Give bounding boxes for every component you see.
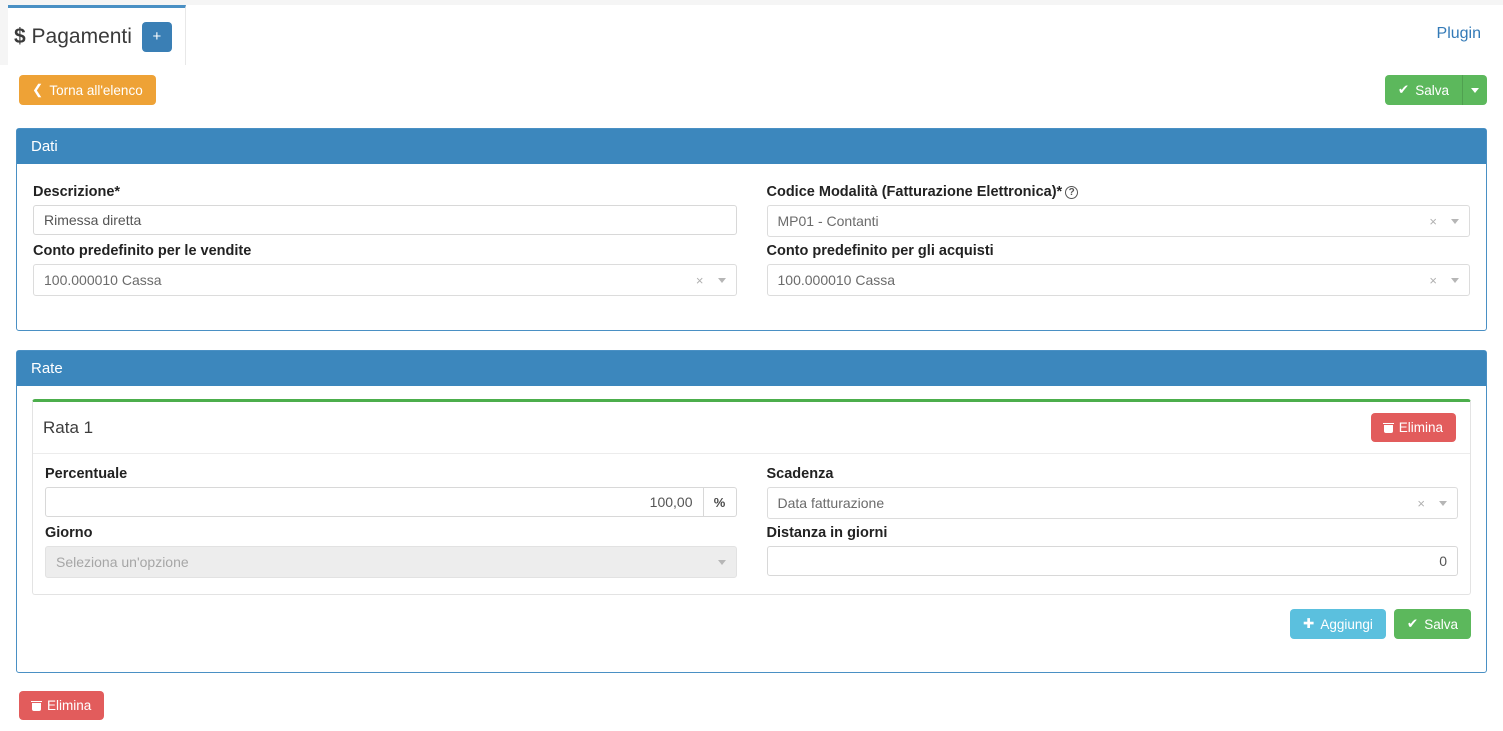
rata-panel: Rata 1 Elimina Percentuale % bbox=[32, 399, 1471, 595]
check-icon: ✔ bbox=[1406, 616, 1419, 631]
save-rate-label: Salva bbox=[1424, 616, 1458, 632]
panel-dati-body: Descrizione* Codice Modalità (Fatturazio… bbox=[17, 164, 1486, 314]
distanza-label: Distanza in giorni bbox=[766, 525, 888, 541]
chevron-left-icon: ❮ bbox=[32, 82, 44, 97]
tab-pagamenti[interactable]: $ Pagamenti + bbox=[8, 5, 186, 65]
conto-vendite-select[interactable]: 100.000010 Cassa × bbox=[33, 264, 737, 296]
conto-acquisti-value: 100.000010 Cassa bbox=[777, 272, 896, 288]
plus-icon: + bbox=[152, 28, 162, 45]
codice-modalita-select[interactable]: MP01 - Contanti × bbox=[766, 205, 1470, 237]
toolbar bbox=[0, 65, 1503, 120]
rata-row-2: Giorno Seleziona un'opzione Distanza in … bbox=[45, 519, 1458, 578]
caret-down-icon[interactable] bbox=[1451, 277, 1459, 283]
plugin-link[interactable]: Plugin bbox=[1436, 25, 1481, 42]
panel-rate-body: Rata 1 Elimina Percentuale % bbox=[17, 399, 1486, 639]
caret-down-icon[interactable] bbox=[1451, 218, 1459, 224]
caret-down-icon bbox=[1471, 87, 1479, 93]
panel-rate-title: Rate bbox=[31, 360, 63, 377]
field-conto-vendite: Conto predefinito per le vendite 100.000… bbox=[33, 237, 752, 296]
percentuale-input[interactable] bbox=[45, 487, 704, 517]
panel-dati: Dati Descrizione* Codice Modalità (Fattu… bbox=[16, 128, 1487, 331]
conto-vendite-label: Conto predefinito per le vendite bbox=[33, 243, 252, 259]
form-row-2: Conto predefinito per le vendite 100.000… bbox=[33, 237, 1470, 296]
rata-delete-button[interactable]: Elimina bbox=[1370, 413, 1456, 442]
clear-icon[interactable]: × bbox=[695, 272, 704, 288]
panel-dati-title: Dati bbox=[31, 138, 58, 155]
field-codice-modalita: Codice Modalità (Fatturazione Elettronic… bbox=[752, 178, 1471, 237]
giorno-select[interactable]: Seleziona un'opzione bbox=[45, 546, 737, 578]
conto-acquisti-select[interactable]: 100.000010 Cassa × bbox=[766, 264, 1470, 296]
trash-icon bbox=[1382, 422, 1394, 433]
save-rate-button[interactable]: ✔ Salva bbox=[1393, 609, 1471, 639]
tab-strip: $ Pagamenti + Plugin bbox=[0, 0, 1503, 65]
rata-header: Rata 1 Elimina bbox=[33, 402, 1470, 454]
field-percentuale: Percentuale % bbox=[45, 460, 752, 519]
tab-label: $ Pagamenti bbox=[14, 25, 132, 49]
save-button[interactable]: ✔ Salva bbox=[1384, 75, 1463, 105]
field-distanza: Distanza in giorni bbox=[752, 519, 1458, 578]
descrizione-label: Descrizione* bbox=[33, 184, 121, 200]
field-scadenza: Scadenza Data fatturazione × bbox=[752, 460, 1458, 519]
codice-modalita-value: MP01 - Contanti bbox=[777, 213, 879, 229]
add-tab-button[interactable]: + bbox=[141, 21, 172, 52]
form-row-1: Descrizione* Codice Modalità (Fatturazio… bbox=[33, 178, 1470, 237]
add-rata-label: Aggiungi bbox=[1320, 616, 1373, 632]
trash-icon bbox=[31, 700, 42, 711]
giorno-value: Seleziona un'opzione bbox=[56, 554, 189, 570]
clear-icon[interactable]: × bbox=[1429, 213, 1437, 229]
rata-body: Percentuale % Scadenza Data fatturazione… bbox=[33, 454, 1470, 594]
percentuale-label: Percentuale bbox=[45, 466, 128, 482]
save-label: Salva bbox=[1415, 82, 1449, 98]
caret-down-icon[interactable] bbox=[1439, 500, 1447, 506]
field-descrizione: Descrizione* bbox=[33, 178, 752, 237]
save-dropdown-toggle[interactable] bbox=[1463, 75, 1487, 105]
rata-title: Rata 1 bbox=[43, 417, 94, 437]
add-rata-button[interactable]: ✚ Aggiungi bbox=[1290, 609, 1386, 639]
panel-dati-header: Dati bbox=[17, 129, 1486, 164]
check-icon: ✔ bbox=[1397, 82, 1410, 97]
field-conto-acquisti: Conto predefinito per gli acquisti 100.0… bbox=[752, 237, 1470, 296]
rata-actions: ✚ Aggiungi ✔ Salva bbox=[17, 595, 1486, 639]
back-to-list-button[interactable]: ❮ Torna all'elenco bbox=[19, 75, 156, 105]
rata-delete-label: Elimina bbox=[1398, 420, 1443, 435]
clear-icon[interactable]: × bbox=[1429, 272, 1437, 288]
plus-icon: ✚ bbox=[1303, 616, 1315, 631]
percentuale-input-group: % bbox=[45, 487, 737, 517]
save-button-group: ✔ Salva bbox=[1384, 75, 1487, 105]
tab-title-text: Pagamenti bbox=[31, 24, 132, 48]
scadenza-label: Scadenza bbox=[766, 466, 834, 482]
question-mark-icon[interactable]: ? bbox=[1065, 186, 1079, 199]
delete-payment-button[interactable]: Elimina bbox=[19, 691, 105, 720]
scadenza-value: Data fatturazione bbox=[777, 495, 885, 511]
back-to-list-label: Torna all'elenco bbox=[49, 82, 143, 98]
clear-icon[interactable]: × bbox=[1417, 495, 1425, 511]
caret-down-icon bbox=[717, 559, 726, 565]
panel-rate-header: Rate bbox=[17, 351, 1486, 386]
conto-vendite-value: 100.000010 Cassa bbox=[44, 272, 162, 288]
rata-row-1: Percentuale % Scadenza Data fatturazione… bbox=[45, 460, 1458, 519]
caret-down-icon[interactable] bbox=[717, 277, 726, 283]
percent-addon: % bbox=[703, 487, 737, 517]
codice-modalita-label-text: Codice Modalità (Fatturazione Elettronic… bbox=[766, 184, 1063, 200]
dollar-icon: $ bbox=[14, 24, 26, 48]
panel-rate: Rate Rata 1 Elimina Percentuale % bbox=[16, 350, 1487, 673]
delete-payment-label: Elimina bbox=[47, 698, 92, 713]
descrizione-input[interactable] bbox=[33, 205, 737, 235]
giorno-label: Giorno bbox=[45, 525, 93, 541]
scadenza-select[interactable]: Data fatturazione × bbox=[766, 487, 1458, 519]
codice-modalita-label: Codice Modalità (Fatturazione Elettronic… bbox=[767, 184, 1471, 200]
field-giorno: Giorno Seleziona un'opzione bbox=[45, 519, 752, 578]
conto-acquisti-label: Conto predefinito per gli acquisti bbox=[766, 243, 994, 259]
tab-strip-empty-area bbox=[186, 5, 1503, 65]
distanza-input[interactable] bbox=[766, 546, 1458, 576]
